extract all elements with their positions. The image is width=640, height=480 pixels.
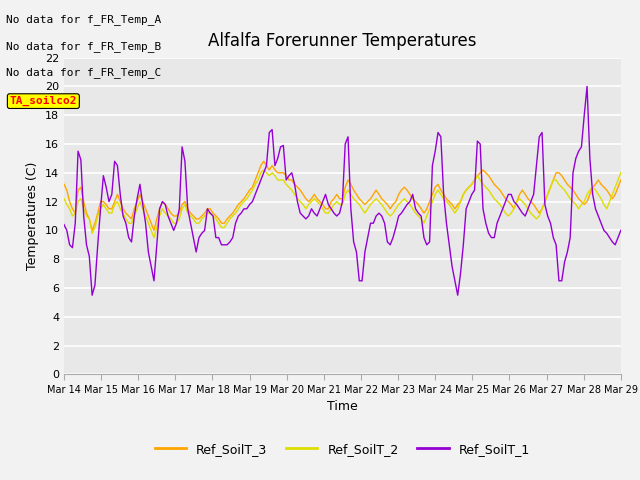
Ref_SoilT_3 — [617, 177, 625, 183]
Ref_SoilT_2 — [260, 167, 268, 173]
Ref_SoilT_2 — [547, 184, 554, 190]
Ref_SoilT_1 — [544, 213, 552, 219]
Ref_SoilT_1 — [577, 144, 585, 150]
Y-axis label: Temperatures (C): Temperatures (C) — [26, 162, 39, 270]
Ref_SoilT_2 — [316, 202, 324, 207]
Line: Ref_SoilT_2: Ref_SoilT_2 — [64, 170, 621, 238]
Ref_SoilT_2 — [266, 173, 273, 179]
Text: No data for f_FR_Temp_A: No data for f_FR_Temp_A — [6, 14, 162, 25]
Ref_SoilT_2 — [150, 235, 158, 240]
Ref_SoilT_3 — [60, 181, 68, 187]
X-axis label: Time: Time — [327, 400, 358, 413]
Ref_SoilT_3 — [266, 167, 273, 173]
Ref_SoilT_2 — [617, 170, 625, 176]
Text: No data for f_FR_Temp_B: No data for f_FR_Temp_B — [6, 41, 162, 52]
Ref_SoilT_2 — [603, 206, 611, 212]
Title: Alfalfa Forerunner Temperatures: Alfalfa Forerunner Temperatures — [208, 33, 477, 50]
Ref_SoilT_3 — [350, 187, 358, 193]
Ref_SoilT_1 — [313, 213, 321, 219]
Ref_SoilT_2 — [350, 196, 358, 202]
Ref_SoilT_1 — [603, 230, 611, 236]
Ref_SoilT_3 — [260, 158, 268, 164]
Ref_SoilT_3 — [603, 187, 611, 193]
Text: TA_soilco2: TA_soilco2 — [10, 96, 77, 106]
Line: Ref_SoilT_1: Ref_SoilT_1 — [64, 86, 621, 295]
Ref_SoilT_3 — [88, 228, 96, 233]
Ref_SoilT_1 — [583, 84, 591, 89]
Ref_SoilT_2 — [580, 199, 588, 204]
Ref_SoilT_1 — [617, 228, 625, 233]
Ref_SoilT_3 — [316, 199, 324, 204]
Ref_SoilT_1 — [347, 206, 355, 212]
Ref_SoilT_2 — [60, 196, 68, 202]
Ref_SoilT_1 — [88, 292, 96, 298]
Text: No data for f_FR_Temp_C: No data for f_FR_Temp_C — [6, 67, 162, 78]
Ref_SoilT_1 — [262, 163, 270, 168]
Ref_SoilT_1 — [60, 222, 68, 228]
Line: Ref_SoilT_3: Ref_SoilT_3 — [64, 161, 621, 230]
Ref_SoilT_3 — [580, 202, 588, 207]
Legend: Ref_SoilT_3, Ref_SoilT_2, Ref_SoilT_1: Ref_SoilT_3, Ref_SoilT_2, Ref_SoilT_1 — [150, 438, 535, 461]
Ref_SoilT_3 — [547, 184, 554, 190]
